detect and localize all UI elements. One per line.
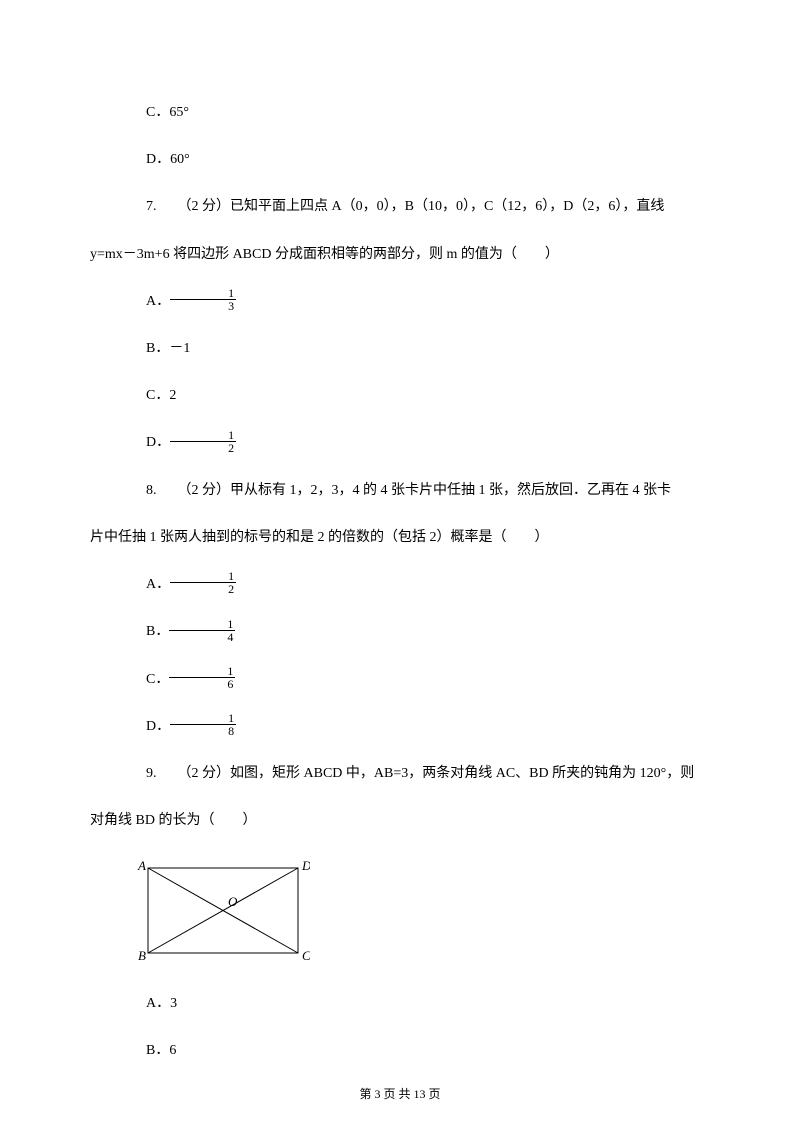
svg-text:D: D	[301, 858, 310, 873]
svg-text:A: A	[137, 858, 146, 873]
fraction-icon: 18	[170, 712, 236, 737]
q7-option-a: A．13	[90, 289, 710, 314]
option-label: C．	[146, 672, 169, 687]
option-label: A．	[146, 294, 170, 309]
fraction-icon: 12	[170, 570, 236, 595]
q7-stem-1: 7. （2 分）已知平面上四点 A（0，0），B（10，0），C（12，6），D…	[90, 194, 710, 219]
page-footer: 第 3 页 共 13 页	[0, 1085, 800, 1102]
q8-option-b: B．14	[90, 619, 710, 644]
q7-option-d: D．12	[90, 430, 710, 455]
q7-stem-2: y=mx－3m+6 将四边形 ABCD 分成面积相等的两部分，则 m 的值为（ …	[90, 242, 710, 267]
q8-stem-2: 片中任抽 1 张两人抽到的标号的和是 2 的倍数的（包括 2）概率是（ ）	[90, 525, 710, 550]
q9-stem-2: 对角线 BD 的长为（ ）	[90, 808, 710, 833]
option-label: D．	[146, 435, 170, 450]
svg-text:B: B	[138, 948, 146, 963]
q9-option-b: B．6	[90, 1038, 710, 1063]
q9-stem-1: 9. （2 分）如图，矩形 ABCD 中，AB=3，两条对角线 AC、BD 所夹…	[90, 761, 710, 786]
q8-option-a: A．12	[90, 572, 710, 597]
q9-option-a: A．3	[90, 991, 710, 1016]
fraction-icon: 12	[170, 429, 236, 454]
rectangle-diagram: A D B C O	[130, 856, 310, 966]
q8-option-d: D．18	[90, 714, 710, 739]
q6-option-c: C．65°	[90, 100, 710, 125]
svg-text:O: O	[228, 894, 238, 909]
q8-stem-1: 8. （2 分）甲从标有 1，2，3，4 的 4 张卡片中任抽 1 张，然后放回…	[90, 478, 710, 503]
svg-text:C: C	[302, 948, 310, 963]
fraction-icon: 16	[169, 665, 235, 690]
fraction-icon: 14	[169, 618, 235, 643]
q6-option-d: D．60°	[90, 147, 710, 172]
q7-option-c: C．2	[90, 383, 710, 408]
q9-diagram: A D B C O	[130, 856, 710, 971]
option-label: B．	[146, 624, 169, 639]
fraction-icon: 13	[170, 287, 236, 312]
option-label: A．	[146, 577, 170, 592]
option-label: D．	[146, 719, 170, 734]
q8-option-c: C．16	[90, 667, 710, 692]
q7-option-b: B．－1	[90, 336, 710, 361]
